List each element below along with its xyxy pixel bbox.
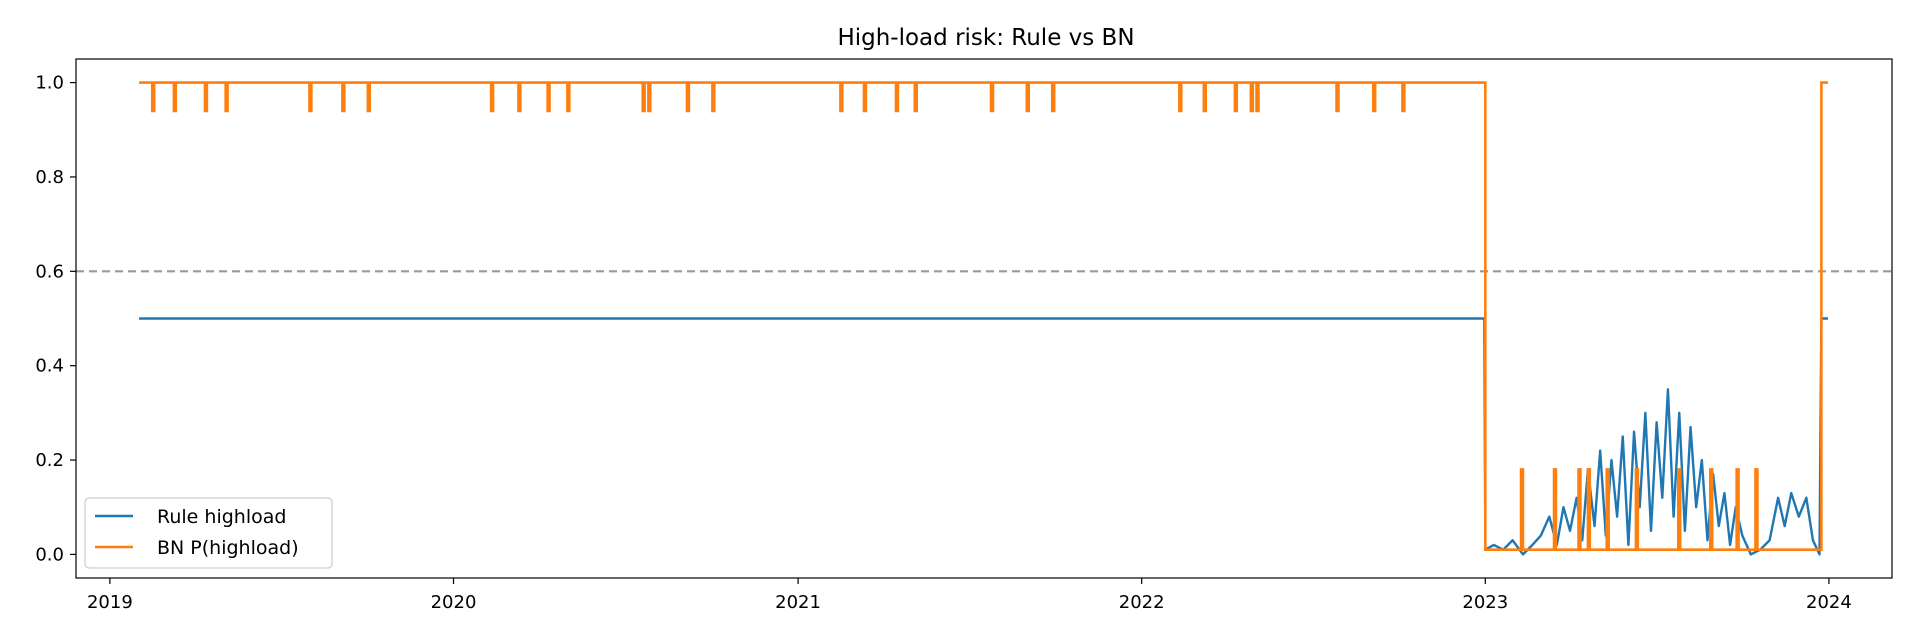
x-tick-label: 2023	[1462, 592, 1508, 613]
y-tick-label: 0.8	[35, 167, 64, 188]
series-line-bn-p-highload	[139, 81, 1828, 551]
x-tick-label: 2024	[1806, 592, 1852, 613]
series-line-rule-highload	[139, 317, 1828, 556]
y-tick-label: 0.0	[35, 544, 64, 565]
legend-label: BN P(highload)	[157, 537, 299, 559]
legend-label: Rule highload	[157, 506, 286, 528]
y-tick-label: 0.6	[35, 261, 64, 282]
x-tick-label: 2019	[87, 592, 133, 613]
y-tick-label: 0.4	[35, 356, 64, 377]
plot-area: 0.0 0.2 0.4 0.6 0.8 1.0 2019 2020 2021 2022 2023 20…	[35, 58, 1893, 613]
legend: Rule highload BN P(highload)	[84, 497, 333, 569]
axes-frame	[75, 58, 1893, 579]
x-tick-label: 2021	[775, 592, 821, 613]
y-tick-label: 1.0	[35, 73, 64, 94]
x-tick-label: 2020	[431, 592, 477, 613]
chart-title: High-load risk: Rule vs BN	[837, 25, 1134, 51]
legend-box	[84, 497, 333, 569]
y-tick-label: 0.2	[35, 450, 64, 471]
x-tick-label: 2022	[1119, 592, 1165, 613]
